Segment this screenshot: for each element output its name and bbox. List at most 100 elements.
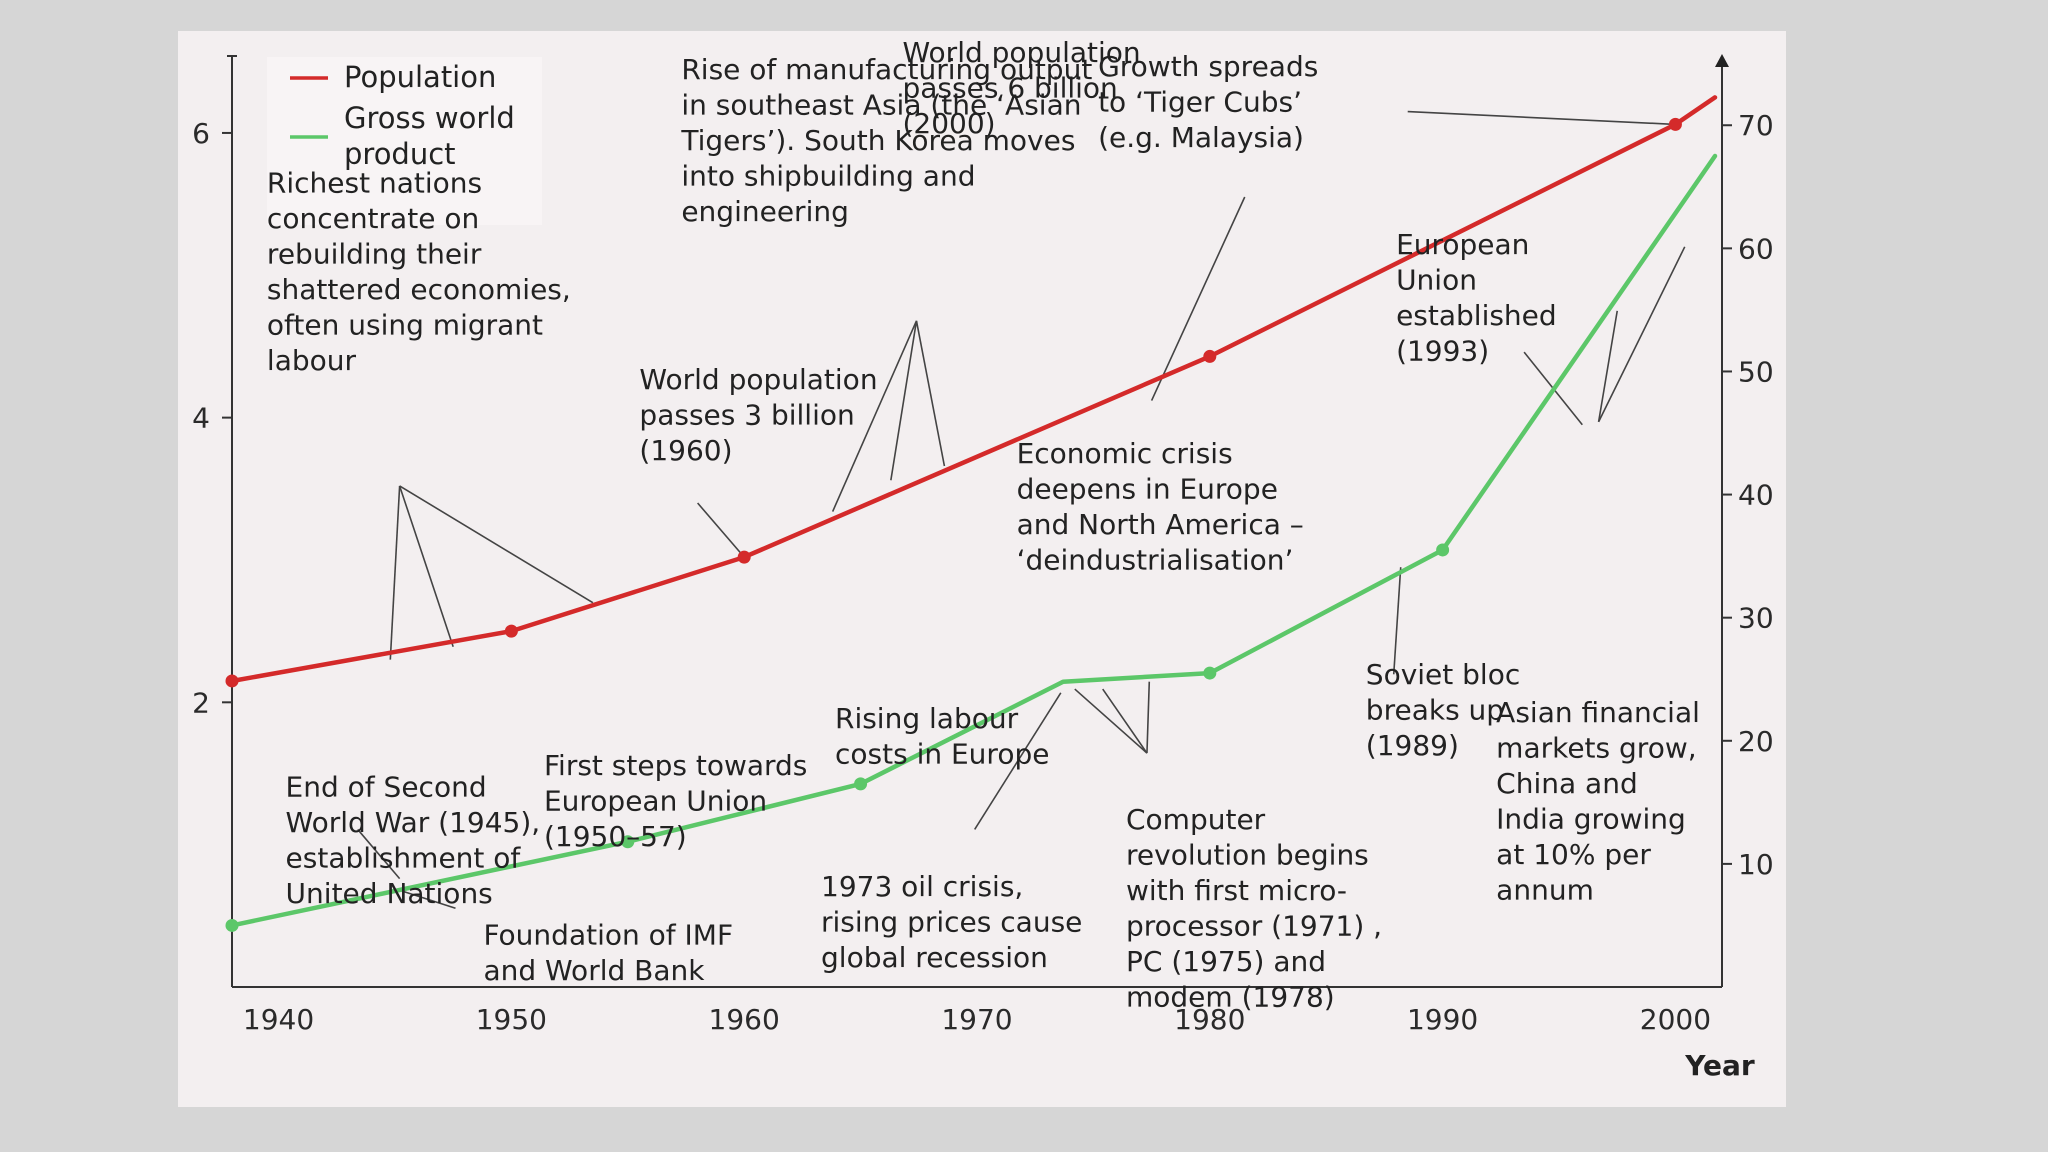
annotation-text-line: (1950–57) — [544, 820, 687, 853]
annotation-text-line: established — [1396, 299, 1557, 332]
annotation-text-line: India growing — [1496, 803, 1686, 836]
annotation-text-line: European — [1396, 228, 1529, 261]
annotation-text-line: PC (1975) and — [1126, 945, 1326, 978]
annotation-text-line: (1960) — [639, 434, 732, 467]
axes: 1940 1950 1960 1970 1980 1990 2000 Year 2 4 6 10 20 3… — [192, 54, 1774, 1082]
annotation-leader-line — [389, 485, 401, 660]
data-point-marker — [225, 918, 239, 932]
annotation-text-line: costs in Europe — [835, 737, 1049, 770]
annotation-leader-line — [831, 320, 918, 512]
annotation-text-line: Growth spreads — [1098, 50, 1318, 83]
data-point-marker — [1203, 666, 1217, 680]
annotation-text-line: Computer — [1126, 803, 1266, 836]
annotation-text-line: United Nations — [286, 877, 493, 910]
annotation-text-line: concentrate on — [267, 202, 479, 235]
annotation-text-line: in southeast Asia (the ‘Asian — [681, 88, 1081, 121]
annotation-text-line: shattered economies, — [267, 273, 571, 306]
annotation-leader-line — [398, 485, 454, 648]
annotation-text-line: passes 6 billion — [903, 71, 1118, 104]
annotation-text-line: Union — [1396, 263, 1477, 296]
annotation-text-line: engineering — [681, 195, 849, 228]
annotation-text-line: Tigers’). South Korea moves — [680, 124, 1075, 157]
y-right-tick-label: 50 — [1738, 355, 1774, 388]
annotation-leader-line — [1597, 246, 1686, 423]
annotation-leader-line — [1392, 567, 1402, 675]
annotation-text-line: Economic crisis — [1017, 437, 1233, 470]
annotation-text-line: global recession — [821, 941, 1048, 974]
annotation-text-line: World War (1945), — [286, 806, 541, 839]
series-markers — [225, 117, 1682, 932]
annotation-text-line: breaks up — [1366, 693, 1504, 726]
annotation-text-line: Soviet bloc — [1366, 658, 1520, 691]
data-point-marker — [854, 777, 868, 791]
annotation-text-line: markets grow, — [1496, 732, 1696, 765]
data-point-marker — [621, 835, 635, 849]
y-left-tick-label: 6 — [192, 117, 210, 150]
data-point-marker — [1668, 117, 1682, 131]
annotation-text-line: with first micro- — [1126, 874, 1347, 907]
annotation-text-line: labour — [267, 344, 357, 377]
data-point-marker — [504, 624, 518, 638]
data-point-marker — [225, 674, 239, 688]
annotation-text-line: passes 3 billion — [639, 399, 854, 432]
annotation-text-line: modem (1978) — [1126, 980, 1335, 1013]
annotation-text-line: (2000) — [903, 107, 996, 140]
y-left-tick-label: 4 — [192, 402, 210, 435]
annotation-text-line: European Union — [544, 784, 767, 817]
legend-label: product — [344, 137, 456, 171]
annotation-text-line: deepens in Europe — [1017, 473, 1278, 506]
legend-box — [267, 57, 542, 225]
x-axis-title: Year — [1684, 1049, 1755, 1082]
x-tick-label: 1980 — [1174, 1003, 1245, 1036]
y-axis-right-arrow — [1715, 54, 1729, 67]
annotation-leader-line — [890, 320, 918, 481]
annotation-text-line: Rise of manufacturing output — [681, 53, 1092, 86]
annotation-leader-line — [1150, 196, 1246, 401]
legend-label: Population — [344, 60, 496, 94]
data-point-marker — [737, 550, 751, 564]
annotation-leaders — [357, 110, 1686, 909]
y-left-tick-label: 2 — [192, 686, 210, 719]
annotation-text-line: Richest nations — [267, 167, 482, 200]
series-line — [229, 95, 1718, 684]
annotation-text-line: World population — [903, 36, 1141, 69]
y-right-tick-label: 10 — [1738, 848, 1774, 881]
annotation-text-line: processor (1971) , — [1126, 909, 1382, 942]
annotation-leader-line — [1102, 688, 1148, 754]
y-right-tick-label: 40 — [1738, 479, 1774, 512]
annotation-text-line: (e.g. Malaysia) — [1098, 121, 1304, 154]
annotation-leader-line — [357, 828, 401, 880]
annotation-text-line: China and — [1496, 767, 1638, 800]
annotation-text-line: Asian financial — [1496, 696, 1700, 729]
annotation-text-line: annum — [1496, 874, 1594, 907]
x-tick-label: 1970 — [941, 1003, 1012, 1036]
annotation-text-line: and North America – — [1017, 508, 1304, 541]
annotation-leader-line — [1146, 681, 1151, 754]
annotation-leader-line — [973, 692, 1062, 830]
annotation-leader-line — [1407, 110, 1676, 126]
annotation-leader-line — [697, 502, 745, 558]
annotation-text-line: rebuilding their — [267, 238, 482, 271]
annotation-text-line: End of Second — [286, 770, 487, 803]
annotation-text-line: and World Bank — [483, 954, 705, 987]
legend-label: Gross world — [344, 101, 515, 135]
annotation-text-line: into shipbuilding and — [681, 159, 975, 192]
x-tick-label: 1940 — [243, 1003, 314, 1036]
annotation-leader-line — [399, 485, 594, 604]
annotation-text-line: ‘deindustrialisation’ — [1017, 544, 1294, 577]
y-right-tick-label: 20 — [1738, 725, 1774, 758]
annotation-text-line: often using migrant — [267, 309, 543, 342]
annotation-text-line: to ‘Tiger Cubs’ — [1098, 86, 1302, 119]
annotation-leader-line — [1074, 688, 1148, 754]
annotation-text-line: (1993) — [1396, 334, 1489, 367]
